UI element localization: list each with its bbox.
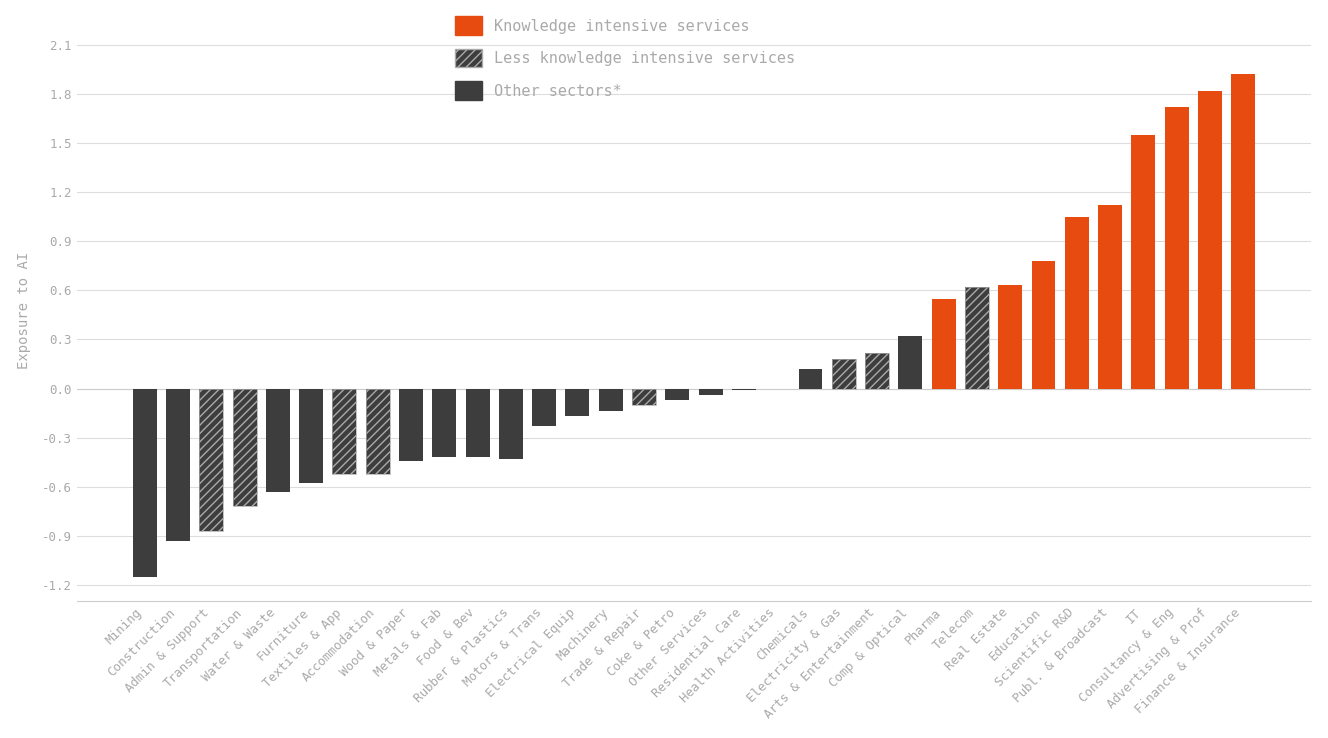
Bar — [865, 353, 888, 388]
Bar — [599, 388, 623, 411]
Bar — [898, 337, 923, 388]
Bar — [632, 388, 656, 405]
Bar — [665, 388, 689, 400]
Bar — [1198, 91, 1222, 388]
Bar — [1032, 261, 1056, 388]
Bar — [299, 388, 323, 483]
Bar — [965, 287, 989, 388]
Bar — [266, 388, 290, 492]
Bar — [798, 369, 822, 388]
Bar — [831, 359, 855, 388]
Bar — [466, 388, 490, 458]
Legend: Knowledge intensive services, Less knowledge intensive services, Other sectors*: Knowledge intensive services, Less knowl… — [454, 16, 795, 100]
Bar — [398, 388, 424, 461]
Bar — [332, 388, 356, 474]
Bar — [632, 388, 656, 405]
Bar — [133, 388, 157, 576]
Bar — [1231, 75, 1255, 388]
Bar — [1065, 217, 1089, 388]
Bar — [232, 388, 256, 506]
Bar — [732, 388, 756, 390]
Bar — [1165, 107, 1189, 388]
Bar — [332, 388, 356, 474]
Y-axis label: Exposure to AI: Exposure to AI — [17, 252, 31, 370]
Bar — [1098, 205, 1122, 388]
Bar — [166, 388, 190, 541]
Bar — [999, 286, 1023, 388]
Bar — [831, 359, 855, 388]
Bar — [865, 353, 888, 388]
Bar — [566, 388, 590, 416]
Bar — [932, 299, 956, 388]
Bar — [199, 388, 223, 531]
Bar — [365, 388, 389, 474]
Bar — [533, 388, 556, 426]
Bar — [232, 388, 256, 506]
Bar — [965, 287, 989, 388]
Bar — [433, 388, 457, 458]
Bar — [699, 388, 722, 395]
Bar — [1131, 135, 1155, 388]
Bar — [199, 388, 223, 531]
Bar — [365, 388, 389, 474]
Bar — [499, 388, 523, 459]
